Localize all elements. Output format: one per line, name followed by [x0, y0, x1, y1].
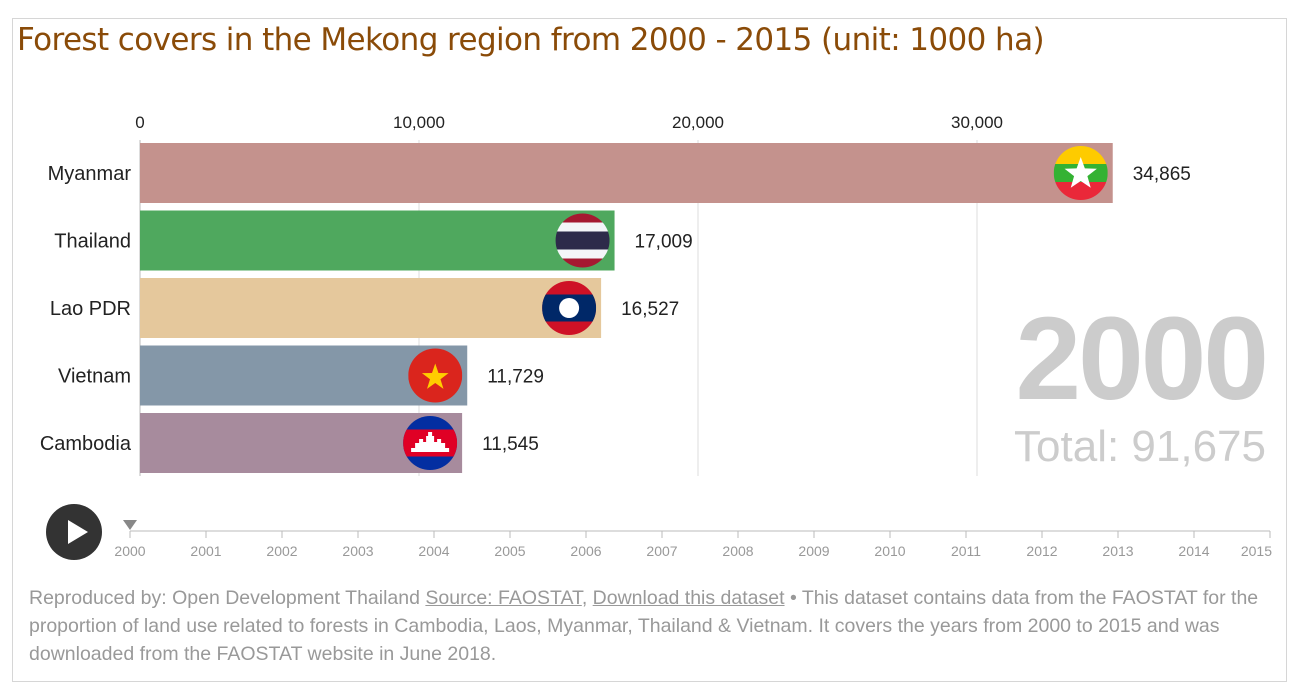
- footer-description: • This dataset contains data from the FA…: [29, 587, 1259, 665]
- timeline-year-label: 2014: [1178, 543, 1209, 559]
- myanmar-flag-icon: [1053, 146, 1108, 200]
- timeline-year-label: 2006: [570, 543, 601, 559]
- bars-layer: Myanmar 34,865 Thailand 17,009 Lao PDR 16,527…: [40, 143, 1191, 473]
- data-label: 11,729: [487, 367, 544, 388]
- flag: [542, 281, 597, 335]
- category-label: Cambodia: [40, 433, 132, 455]
- timeline-year-label: 2015: [1241, 543, 1272, 559]
- bar: [140, 143, 1113, 203]
- data-label: 34,865: [1133, 164, 1191, 185]
- category-label: Lao PDR: [50, 298, 131, 320]
- source-link[interactable]: Source: FAOSTAT: [425, 587, 582, 609]
- timeline-year-label: 2013: [1102, 543, 1133, 559]
- timeline-year-label: 2008: [722, 543, 753, 559]
- timeline-year-label: 2002: [266, 543, 297, 559]
- grid-layer: 0 10,000 20,000 30,000: [135, 113, 1003, 476]
- x-tick-label: 0: [135, 113, 144, 132]
- timeline[interactable]: 2000 2001 2002 2003 2004 2005 2006 2007 2008 2009…: [114, 520, 1272, 559]
- timeline-handle-icon[interactable]: [123, 520, 137, 530]
- x-tick-label: 20,000: [672, 113, 724, 132]
- bar-row: Vietnam 11,729: [58, 345, 544, 406]
- timeline-year-label: 2007: [646, 543, 677, 559]
- flag: [555, 213, 610, 268]
- timeline-year-label: 2004: [418, 543, 449, 559]
- flag: [1053, 146, 1108, 200]
- laos-flag-icon: [542, 281, 597, 335]
- timeline-year-label: 2010: [874, 543, 905, 559]
- data-label: 17,009: [635, 232, 693, 253]
- vietnam-flag-icon: [408, 348, 463, 403]
- bar: [140, 278, 602, 338]
- timeline-year-label: 2000: [114, 543, 145, 559]
- data-label: 16,527: [621, 299, 679, 320]
- current-year-display: 2000: [1015, 293, 1269, 425]
- play-button[interactable]: [46, 504, 102, 560]
- bar-row: Lao PDR 16,527: [50, 278, 679, 338]
- footer-prefix: Reproduced by: Open Development Thailand: [29, 587, 426, 609]
- total-display: Total: 91,675: [1014, 422, 1266, 471]
- timeline-year-label: 2009: [798, 543, 829, 559]
- bar-row: Cambodia 11,545: [40, 413, 539, 473]
- category-label: Thailand: [54, 231, 131, 253]
- bar: [140, 210, 615, 271]
- timeline-year-label: 2005: [494, 543, 525, 559]
- data-label: 11,545: [482, 434, 539, 455]
- footer-note: Reproduced by: Open Development Thailand…: [29, 584, 1269, 668]
- timeline-year-label: 2011: [951, 543, 981, 559]
- category-label: Myanmar: [48, 163, 132, 185]
- timeline-year-label: 2012: [1026, 543, 1057, 559]
- bar-row: Myanmar 34,865: [48, 143, 1191, 203]
- cambodia-flag-icon: [403, 416, 458, 470]
- flag: [403, 416, 458, 470]
- flag: [408, 348, 463, 403]
- play-icon: [68, 520, 88, 544]
- footer-comma: ,: [581, 587, 593, 609]
- x-tick-label: 30,000: [951, 113, 1003, 132]
- bar-row: Thailand 17,009: [54, 210, 693, 271]
- category-label: Vietnam: [58, 366, 131, 388]
- timeline-year-label: 2003: [342, 543, 373, 559]
- chart-title: Forest covers in the Mekong region from …: [17, 22, 1045, 58]
- download-dataset-link[interactable]: Download this dataset: [592, 587, 785, 609]
- thailand-flag-icon: [555, 213, 610, 268]
- timeline-year-label: 2001: [190, 543, 221, 559]
- x-tick-label: 10,000: [393, 113, 445, 132]
